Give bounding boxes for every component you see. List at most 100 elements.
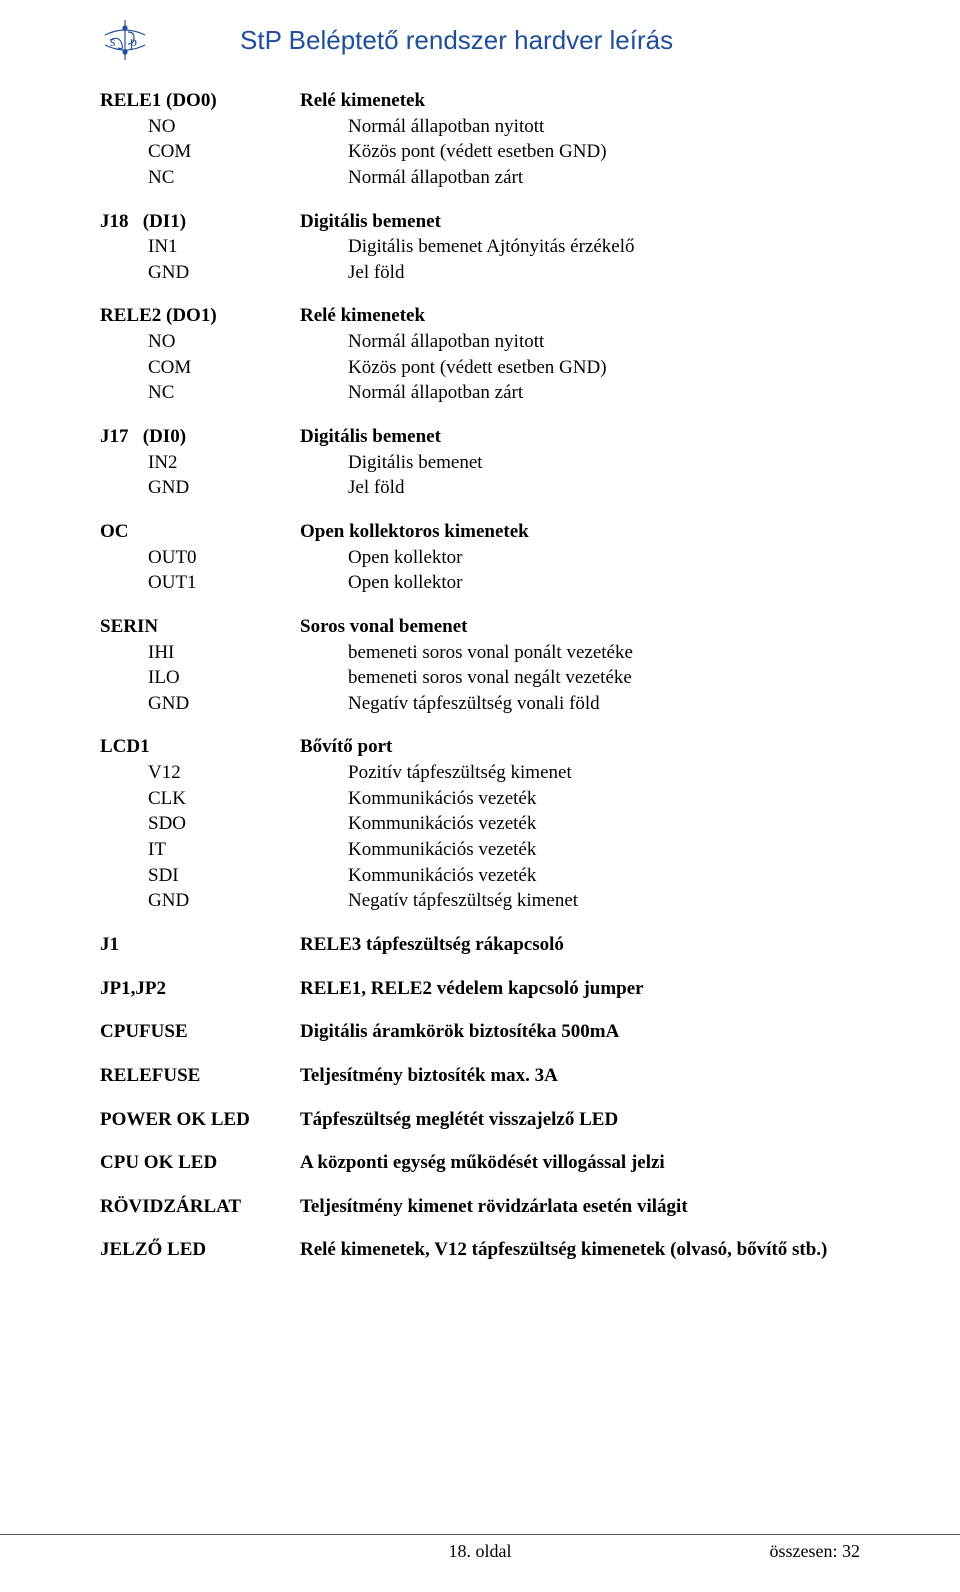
block-item-left: NO	[100, 114, 348, 140]
block-head-right: RELE1, RELE2 védelem kapcsoló jumper	[300, 976, 860, 1002]
block-item-row: IHIbemeneti soros vonal ponált vezetéke	[100, 640, 860, 666]
block-head-row: JELZŐ LEDRelé kimenetek, V12 tápfeszülts…	[100, 1237, 860, 1263]
page-footer: 18. oldal összesen: 32	[0, 1534, 960, 1562]
block-head-right: Relé kimenetek	[300, 88, 860, 114]
block-item-right: Kommunikációs vezeték	[348, 837, 860, 863]
block-item-left: GND	[100, 888, 348, 914]
definition-block: J18 (DI1)Digitális bemenetIN1Digitális b…	[100, 209, 860, 286]
block-head-left: LCD1	[100, 734, 300, 760]
definition-block: RÖVIDZÁRLATTeljesítmény kimenet rövidzár…	[100, 1194, 860, 1220]
footer-page-number: 18. oldal	[449, 1541, 512, 1562]
block-item-left: NO	[100, 329, 348, 355]
block-item-row: V12Pozitív tápfeszültség kimenet	[100, 760, 860, 786]
logo-icon: s p	[100, 20, 150, 60]
block-item-row: GNDJel föld	[100, 475, 860, 501]
block-head-right: Bővítő port	[300, 734, 860, 760]
block-item-right: bemeneti soros vonal ponált vezetéke	[348, 640, 860, 666]
block-item-left: OUT0	[100, 545, 348, 571]
block-item-row: GNDJel föld	[100, 260, 860, 286]
definition-block: CPUFUSEDigitális áramkörök biztosítéka 5…	[100, 1019, 860, 1045]
block-item-row: COMKözös pont (védett esetben GND)	[100, 355, 860, 381]
block-item-left: CLK	[100, 786, 348, 812]
block-item-right: Normál állapotban zárt	[348, 380, 860, 406]
block-item-row: OUT0Open kollektor	[100, 545, 860, 571]
block-item-row: NCNormál állapotban zárt	[100, 380, 860, 406]
block-item-row: GNDNegatív tápfeszültség vonali föld	[100, 691, 860, 717]
block-item-row: IN2Digitális bemenet	[100, 450, 860, 476]
block-item-row: SDIKommunikációs vezeték	[100, 863, 860, 889]
block-head-right: Tápfeszültség meglétét visszajelző LED	[300, 1107, 860, 1133]
block-head-left: RÖVIDZÁRLAT	[100, 1194, 300, 1220]
block-item-right: Open kollektor	[348, 545, 860, 571]
page-header: s p StP Beléptető rendszer hardver leírá…	[100, 20, 860, 60]
block-item-left: IN2	[100, 450, 348, 476]
block-head-row: J1RELE3 tápfeszültség rákapcsoló	[100, 932, 860, 958]
block-item-right: Jel föld	[348, 260, 860, 286]
block-item-right: bemeneti soros vonal negált vezetéke	[348, 665, 860, 691]
block-head-right: Relé kimenetek, V12 tápfeszültség kimene…	[300, 1237, 860, 1263]
definition-block: OCOpen kollektoros kimenetekOUT0Open kol…	[100, 519, 860, 596]
block-head-right: A központi egység működését villogással …	[300, 1150, 860, 1176]
block-head-row: JP1,JP2RELE1, RELE2 védelem kapcsoló jum…	[100, 976, 860, 1002]
block-item-left: SDI	[100, 863, 348, 889]
block-head-row: OCOpen kollektoros kimenetek	[100, 519, 860, 545]
block-item-right: Digitális bemenet	[348, 450, 860, 476]
block-head-row: CPU OK LEDA központi egység működését vi…	[100, 1150, 860, 1176]
block-item-row: ILObemeneti soros vonal negált vezetéke	[100, 665, 860, 691]
block-item-left: GND	[100, 691, 348, 717]
block-item-right: Közös pont (védett esetben GND)	[348, 355, 860, 381]
block-head-left: CPUFUSE	[100, 1019, 300, 1045]
definition-block: J17 (DI0)Digitális bemenetIN2Digitális b…	[100, 424, 860, 501]
svg-text:s: s	[110, 35, 115, 50]
block-item-right: Normál állapotban zárt	[348, 165, 860, 191]
block-item-right: Pozitív tápfeszültség kimenet	[348, 760, 860, 786]
block-item-row: ITKommunikációs vezeték	[100, 837, 860, 863]
block-item-left: GND	[100, 475, 348, 501]
block-head-row: SERINSoros vonal bemenet	[100, 614, 860, 640]
block-item-right: Kommunikációs vezeték	[348, 786, 860, 812]
svg-text:p: p	[130, 35, 137, 50]
block-head-row: J18 (DI1)Digitális bemenet	[100, 209, 860, 235]
block-head-left: RELE2 (DO1)	[100, 303, 300, 329]
definition-block: RELEFUSETeljesítmény biztosíték max. 3A	[100, 1063, 860, 1089]
block-head-left: J17 (DI0)	[100, 424, 300, 450]
block-item-left: IT	[100, 837, 348, 863]
content-area: RELE1 (DO0)Relé kimenetekNONormál állapo…	[100, 88, 860, 1263]
block-item-right: Jel föld	[348, 475, 860, 501]
block-item-left: COM	[100, 139, 348, 165]
block-item-row: SDOKommunikációs vezeték	[100, 811, 860, 837]
block-item-left: NC	[100, 380, 348, 406]
block-item-left: V12	[100, 760, 348, 786]
block-head-row: CPUFUSEDigitális áramkörök biztosítéka 5…	[100, 1019, 860, 1045]
block-item-right: Negatív tápfeszültség vonali föld	[348, 691, 860, 717]
block-item-left: IN1	[100, 234, 348, 260]
block-item-right: Kommunikációs vezeték	[348, 863, 860, 889]
block-item-left: GND	[100, 260, 348, 286]
block-head-left: JELZŐ LED	[100, 1237, 300, 1263]
block-head-left: POWER OK LED	[100, 1107, 300, 1133]
definition-block: JP1,JP2RELE1, RELE2 védelem kapcsoló jum…	[100, 976, 860, 1002]
block-item-left: IHI	[100, 640, 348, 666]
block-head-row: RÖVIDZÁRLATTeljesítmény kimenet rövidzár…	[100, 1194, 860, 1220]
block-head-left: SERIN	[100, 614, 300, 640]
block-item-right: Digitális bemenet Ajtónyitás érzékelő	[348, 234, 860, 260]
block-head-row: J17 (DI0)Digitális bemenet	[100, 424, 860, 450]
block-item-row: NONormál állapotban nyitott	[100, 114, 860, 140]
block-item-right: Közös pont (védett esetben GND)	[348, 139, 860, 165]
block-head-right: Soros vonal bemenet	[300, 614, 860, 640]
block-item-row: OUT1Open kollektor	[100, 570, 860, 596]
block-item-left: NC	[100, 165, 348, 191]
block-item-right: Normál állapotban nyitott	[348, 114, 860, 140]
block-head-right: Teljesítmény biztosíték max. 3A	[300, 1063, 860, 1089]
block-head-row: POWER OK LEDTápfeszültség meglétét vissz…	[100, 1107, 860, 1133]
block-head-right: Digitális bemenet	[300, 424, 860, 450]
block-item-row: GNDNegatív tápfeszültség kimenet	[100, 888, 860, 914]
block-item-right: Open kollektor	[348, 570, 860, 596]
block-head-right: Digitális bemenet	[300, 209, 860, 235]
block-head-left: OC	[100, 519, 300, 545]
block-item-left: ILO	[100, 665, 348, 691]
block-head-right: RELE3 tápfeszültség rákapcsoló	[300, 932, 860, 958]
block-item-row: CLKKommunikációs vezeték	[100, 786, 860, 812]
definition-block: RELE2 (DO1)Relé kimenetekNONormál állapo…	[100, 303, 860, 406]
block-head-left: J18 (DI1)	[100, 209, 300, 235]
